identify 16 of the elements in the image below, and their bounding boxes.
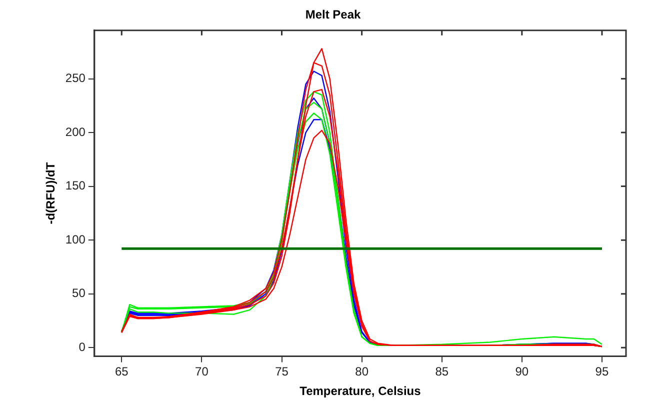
y-tick-label: 150: [65, 178, 86, 193]
x-tick-label: 85: [435, 364, 449, 379]
y-tick-label: 50: [72, 286, 86, 300]
y-tick-label: 0: [78, 340, 86, 354]
y-tick-label: 100: [65, 232, 86, 246]
y-tick-label: 250: [65, 71, 86, 86]
chart-title: Melt Peak: [305, 8, 362, 22]
x-tick-label: 65: [114, 364, 129, 379]
x-tick-label: 70: [195, 364, 209, 379]
x-tick-label: 75: [275, 364, 289, 379]
x-tick-label: 90: [515, 364, 529, 379]
y-tick-label: 200: [65, 124, 86, 139]
x-tick-label: 95: [595, 364, 609, 379]
y-axis-title: -d(RFU)/dT: [44, 162, 58, 224]
x-axis-title: Temperature, Celsius: [300, 384, 422, 398]
x-tick-label: 80: [355, 364, 369, 379]
